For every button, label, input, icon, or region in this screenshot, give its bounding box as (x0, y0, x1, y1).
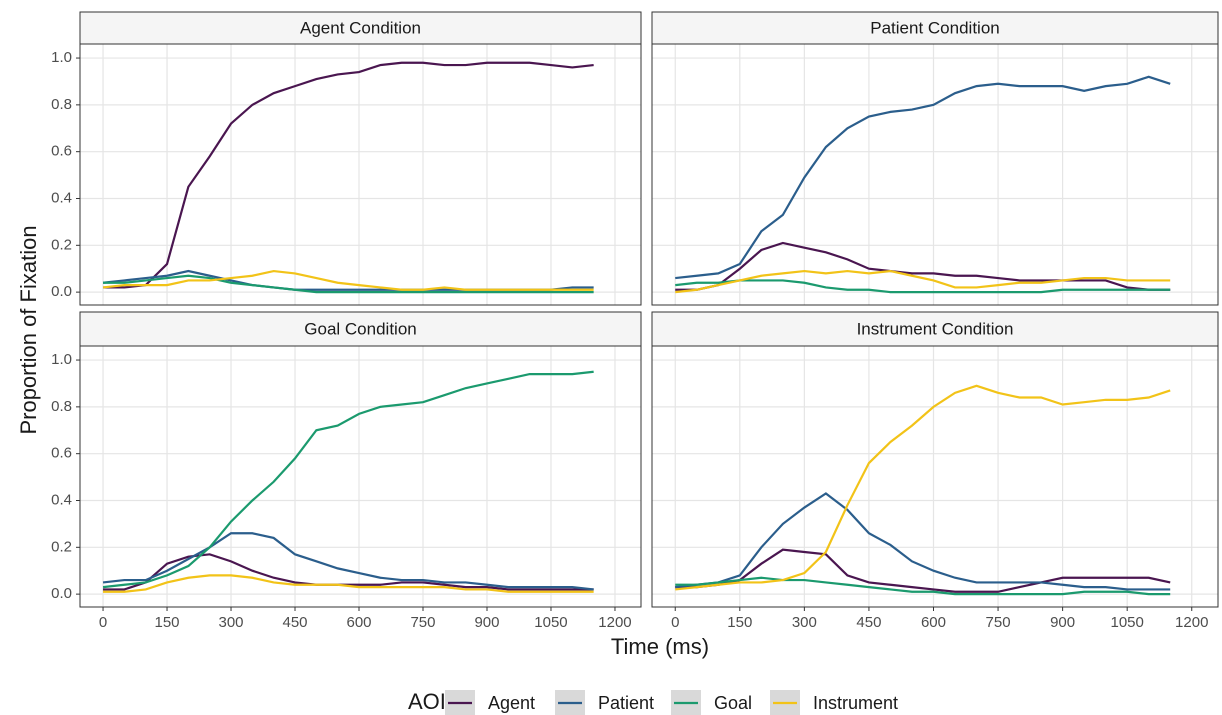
x-tick-label: 1050 (1110, 614, 1143, 631)
x-tick-label: 750 (986, 614, 1011, 631)
x-tick-label: 450 (282, 614, 307, 631)
x-tick-label: 150 (727, 614, 752, 631)
x-tick-label: 1200 (598, 614, 631, 631)
legend-label: Agent (488, 693, 535, 713)
y-tick-label: 1.0 (51, 351, 72, 368)
x-tick-label: 150 (155, 614, 180, 631)
x-tick-label: 750 (410, 614, 435, 631)
y-tick-label: 1.0 (51, 49, 72, 66)
strip (79, 11, 642, 45)
series-line (675, 75, 1171, 280)
strip (651, 311, 1219, 347)
y-tick-label: 0.4 (51, 491, 72, 508)
x-tick-label: 300 (219, 614, 244, 631)
x-tick-label: 450 (856, 614, 881, 631)
series-line (675, 492, 1171, 591)
panel-border (651, 43, 1219, 306)
series-line (103, 574, 594, 593)
panel-border (651, 345, 1219, 608)
x-tick-label: 300 (792, 614, 817, 631)
panel-border (79, 345, 642, 608)
series-line (103, 274, 594, 294)
y-tick-label: 0.6 (51, 143, 72, 160)
x-tick-label: 0 (99, 614, 107, 631)
y-tick-label: 0.0 (51, 283, 72, 300)
x-tick-label: 600 (346, 614, 371, 631)
x-tick-label: 900 (1050, 614, 1075, 631)
series-line (675, 576, 1171, 596)
y-tick-label: 0.4 (51, 189, 72, 206)
series-line (675, 269, 1171, 294)
y-tick-label: 0.2 (51, 236, 72, 253)
legend-label: Goal (714, 693, 752, 713)
strip-title: Patient Condition (870, 18, 999, 37)
x-axis-title: Time (ms) (611, 634, 709, 659)
strip-title: Goal Condition (304, 319, 416, 338)
series-line (675, 241, 1171, 291)
series-line (102, 370, 594, 589)
strip (79, 311, 642, 347)
legend-label: Patient (598, 693, 654, 713)
panel-border (79, 43, 642, 306)
y-tick-label: 0.6 (51, 445, 72, 462)
x-tick-label: 600 (921, 614, 946, 631)
panel (80, 346, 641, 607)
x-tick-label: 0 (671, 614, 679, 631)
y-tick-label: 0.2 (51, 538, 72, 555)
series-line (675, 279, 1171, 294)
panel (652, 346, 1218, 607)
panel (80, 44, 641, 305)
strip-title: Instrument Condition (857, 319, 1014, 338)
y-tick-label: 0.8 (51, 96, 72, 113)
series-line (102, 532, 594, 591)
series-line (103, 61, 594, 289)
panel (652, 44, 1218, 305)
y-tick-label: 0.0 (51, 585, 72, 602)
x-tick-label: 1200 (1175, 614, 1208, 631)
legend-title: AOI (408, 689, 446, 714)
series-line (675, 548, 1171, 593)
series-line (102, 269, 594, 291)
legend-label: Instrument (813, 693, 898, 713)
y-tick-label: 0.8 (51, 398, 72, 415)
series-line (675, 384, 1171, 591)
y-axis-title: Proportion of Fixation (16, 225, 41, 434)
series-line (103, 553, 594, 591)
x-tick-label: 900 (474, 614, 499, 631)
strip-title: Agent Condition (300, 18, 421, 37)
x-tick-label: 1050 (534, 614, 567, 631)
